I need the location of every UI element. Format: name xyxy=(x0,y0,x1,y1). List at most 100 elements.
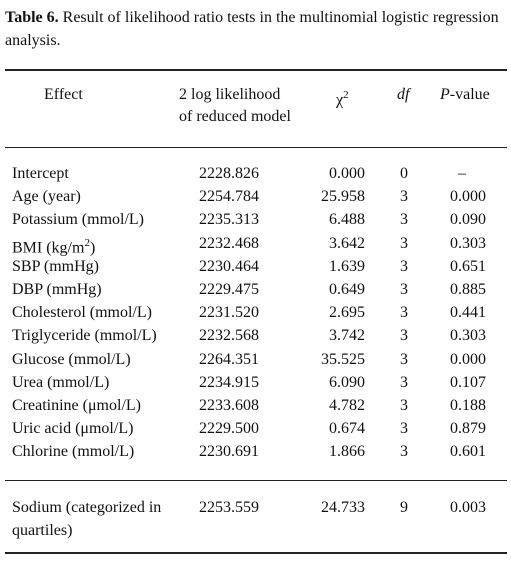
cell-df: 3 xyxy=(400,304,408,322)
cell-log-likelihood: 2229.475 xyxy=(199,281,259,298)
header-ll-line2: of reduced model xyxy=(179,108,291,125)
cell-log-likelihood: 2264.351 xyxy=(199,350,259,368)
table-row: Chlorine (mmol/L) 2230.691 1.866 3 0.601 xyxy=(0,440,511,463)
bottom-rule xyxy=(5,552,507,554)
table-row: Urea (mmol/L) 2234.915 6.090 3 0.107 xyxy=(0,371,511,394)
header-rule xyxy=(5,147,507,148)
cell-log-likelihood: 2253.559 xyxy=(199,499,259,516)
cell-log-likelihood: 2232.568 xyxy=(199,327,259,345)
cell-chi-square: 6.090 xyxy=(329,373,365,391)
cell-log-likelihood: 2233.608 xyxy=(199,397,259,414)
cell-effect: Triglyceride (mmol/L) xyxy=(12,327,157,345)
cell-p-value: 0.441 xyxy=(450,304,486,322)
cell-df: 3 xyxy=(400,327,408,345)
cell-effect: Sodium (categorized in quartiles) xyxy=(12,499,162,539)
table-row: DBP (mmHg) 2229.475 0.649 3 0.885 xyxy=(0,278,511,301)
table-caption: Table 6. Result of likelihood ratio test… xyxy=(5,6,505,52)
cell-chi-square: 4.782 xyxy=(329,397,365,414)
cell-effect: Urea (mmol/L) xyxy=(12,373,110,391)
cell-p-value: 0.651 xyxy=(450,257,486,275)
cell-log-likelihood: 2235.313 xyxy=(199,211,259,229)
cell-chi-square: 1.639 xyxy=(329,257,365,275)
cell-df: 3 xyxy=(400,350,408,368)
table-row: Intercept 2228.826 0.000 0 – xyxy=(0,162,511,185)
cell-df: 3 xyxy=(400,397,408,414)
cell-df: 3 xyxy=(400,188,408,206)
cell-log-likelihood: 2254.784 xyxy=(199,188,259,206)
cell-effect: BMI (kg/m2) xyxy=(12,232,95,259)
caption-label: Table 6. xyxy=(5,9,59,26)
cell-p-value: 0.000 xyxy=(450,188,486,206)
cell-p-value: 0.107 xyxy=(450,373,486,391)
table-row: Age (year) 2254.784 25.958 3 0.000 xyxy=(0,185,511,208)
cell-chi-square: 25.958 xyxy=(321,188,365,206)
cell-log-likelihood: 2234.915 xyxy=(199,373,259,391)
cell-chi-square: 3.642 xyxy=(329,234,365,252)
cell-df: 3 xyxy=(400,281,408,298)
cell-effect: Cholesterol (mmol/L) xyxy=(12,304,152,322)
cell-chi-square: 35.525 xyxy=(321,350,365,368)
cell-log-likelihood: 2230.691 xyxy=(199,443,259,461)
cell-effect-after: ) xyxy=(89,238,96,256)
cell-df: 0 xyxy=(400,165,408,182)
cell-df: 9 xyxy=(400,499,408,516)
cell-effect: Glucose (mmol/L) xyxy=(12,350,131,368)
header-ll-line1: 2 log likelihood xyxy=(179,86,281,103)
table-row: SBP (mmHg) 2230.464 1.639 3 0.651 xyxy=(0,255,511,278)
table-row: Creatinine (μmol/L) 2233.608 4.782 3 0.188 xyxy=(0,394,511,417)
cell-p-value: 0.601 xyxy=(450,443,486,461)
header-chi-symbol: χ xyxy=(336,91,344,109)
table-row: Potassium (mmol/L) 2235.313 6.488 3 0.090 xyxy=(0,208,511,231)
table-row: Uric acid (μmol/L) 2229.500 0.674 3 0.879 xyxy=(0,417,511,440)
table-row: Triglyceride (mmol/L) 2232.568 3.742 3 0.303 xyxy=(0,324,511,347)
cell-p-value: 0.188 xyxy=(450,397,486,414)
cell-effect: Age (year) xyxy=(12,188,81,206)
cell-p-value: 0.000 xyxy=(450,350,486,368)
caption-text: Result of likelihood ratio tests in the … xyxy=(5,9,499,49)
cell-df: 3 xyxy=(400,211,408,229)
cell-log-likelihood: 2229.500 xyxy=(199,420,259,438)
top-rule xyxy=(5,69,507,71)
cell-p-value: 0.303 xyxy=(450,234,486,252)
header-df: df xyxy=(397,86,410,103)
header-p-italic: P xyxy=(440,86,450,103)
cell-df: 3 xyxy=(400,373,408,391)
cell-chi-square: 2.695 xyxy=(329,304,365,322)
cell-p-value: 0.879 xyxy=(450,420,486,438)
table-row: Cholesterol (mmol/L) 2231.520 2.695 3 0.441 xyxy=(0,301,511,324)
cell-df: 3 xyxy=(400,257,408,275)
cell-effect: Uric acid (μmol/L) xyxy=(12,420,134,438)
table-row: Glucose (mmol/L) 2264.351 35.525 3 0.000 xyxy=(0,348,511,371)
cell-effect: Chlorine (mmol/L) xyxy=(12,443,135,461)
cell-chi-square: 3.742 xyxy=(329,327,365,345)
cell-chi-square: 0.649 xyxy=(329,281,365,298)
cell-effect: SBP (mmHg) xyxy=(12,257,99,275)
cell-p-value: 0.885 xyxy=(450,281,486,298)
cell-effect-text: BMI (kg/m xyxy=(12,238,85,256)
cell-effect: DBP (mmHg) xyxy=(12,281,102,298)
header-chi-square: χ2 xyxy=(336,84,349,111)
header-chi-sup: 2 xyxy=(343,89,349,101)
cell-df: 3 xyxy=(400,234,408,252)
cell-log-likelihood: 2230.464 xyxy=(199,257,259,275)
header-log-likelihood: 2 log likelihood of reduced model xyxy=(179,84,299,128)
cell-log-likelihood: 2228.826 xyxy=(199,165,259,182)
cell-chi-square: 24.733 xyxy=(321,499,365,516)
cell-effect: Intercept xyxy=(12,165,69,182)
cell-chi-square: 0.674 xyxy=(329,420,365,438)
cell-effect-sup: 2 xyxy=(84,236,90,249)
header-p-rest: -value xyxy=(449,86,490,103)
cell-chi-square: 0.000 xyxy=(329,165,365,182)
cell-df: 3 xyxy=(400,420,408,438)
cell-p-value: – xyxy=(458,165,466,182)
cell-p-value: 0.003 xyxy=(450,499,486,516)
cell-log-likelihood: 2231.520 xyxy=(199,304,259,322)
cell-effect: Potassium (mmol/L) xyxy=(12,211,144,229)
cell-chi-square: 6.488 xyxy=(329,211,365,229)
cell-effect: Creatinine (μmol/L) xyxy=(12,397,141,414)
cell-chi-square: 1.866 xyxy=(329,443,365,461)
cell-log-likelihood: 2232.468 xyxy=(199,234,259,252)
header-effect: Effect xyxy=(44,86,83,103)
cell-p-value: 0.303 xyxy=(450,327,486,345)
header-p-value: P-value xyxy=(440,84,490,106)
